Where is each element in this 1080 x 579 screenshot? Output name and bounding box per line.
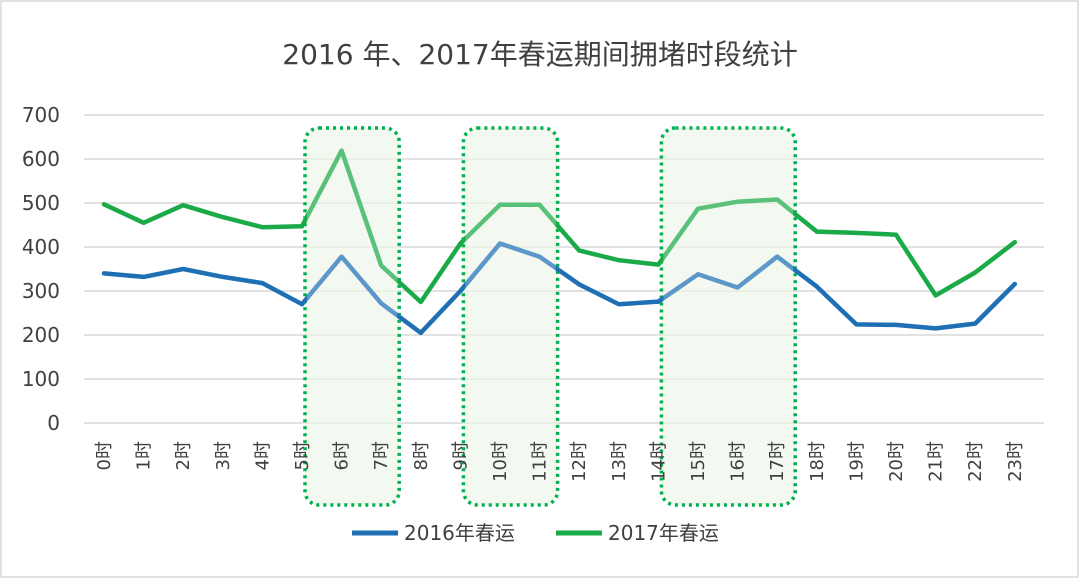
highlight-wash [307, 130, 398, 503]
data-point [537, 202, 542, 207]
data-point [735, 285, 740, 290]
data-point [181, 267, 186, 271]
x-tick-label: 12时 [569, 441, 590, 482]
x-tick-label: 19时 [846, 441, 867, 482]
highlight-wash [465, 130, 556, 503]
data-point [854, 322, 859, 327]
data-point [894, 232, 898, 237]
data-point [379, 263, 384, 268]
x-tick-label: 22时 [965, 441, 986, 482]
data-point [300, 224, 304, 229]
x-tick-label: 3时 [213, 441, 234, 470]
data-point [973, 321, 978, 326]
data-point [181, 203, 186, 208]
x-tick-label: 2时 [173, 441, 194, 470]
data-point [1012, 240, 1017, 245]
legend: 2016年春运 2017年春运 [352, 521, 719, 545]
data-point [814, 284, 819, 289]
data-point [973, 270, 978, 275]
data-point [458, 241, 463, 246]
x-tick-label: 18时 [807, 441, 828, 482]
y-tick-label: 700 [22, 103, 60, 127]
data-point [696, 272, 700, 277]
x-tick-label: 15时 [688, 441, 709, 482]
x-tick-label: 11时 [530, 441, 551, 482]
data-point [498, 202, 502, 207]
data-point [933, 293, 938, 298]
legend-label: 2017年春运 [608, 521, 719, 545]
data-point [260, 225, 265, 230]
data-point [141, 220, 146, 225]
data-point [1012, 281, 1017, 286]
gridlines [84, 114, 1044, 424]
x-tick-label: 0时 [94, 441, 115, 470]
x-tick-label: 14时 [648, 441, 669, 482]
data-point [418, 300, 423, 304]
data-point [379, 301, 384, 306]
chart-title: 2016 年、2017年春运期间拥堵时段统计 [282, 38, 797, 71]
data-point [102, 202, 106, 207]
data-point [260, 281, 265, 286]
y-axis-ticks: 0 100 200 300 400 500 600 700 [22, 103, 60, 435]
x-tick-label: 7时 [371, 441, 392, 470]
data-point [339, 254, 344, 259]
data-point [933, 326, 938, 331]
data-point [656, 262, 661, 267]
data-point [141, 274, 146, 279]
x-tick-label: 16时 [728, 441, 749, 482]
data-point [854, 230, 859, 235]
y-tick-label: 400 [22, 235, 60, 259]
x-tick-label: 17时 [767, 441, 788, 482]
highlight-boxes [303, 126, 797, 507]
data-point [577, 248, 582, 253]
y-tick-label: 0 [47, 411, 60, 435]
legend-label: 2016年春运 [404, 521, 515, 545]
data-point [458, 289, 463, 293]
highlight-box [461, 126, 560, 507]
data-point [775, 197, 780, 202]
data-point [220, 215, 225, 220]
data-point [220, 274, 225, 279]
x-tick-label: 20时 [886, 441, 907, 482]
highlight-wash [663, 130, 794, 503]
data-point [339, 148, 344, 153]
x-tick-label: 1时 [134, 441, 155, 470]
data-point [102, 271, 106, 276]
x-tick-label: 4时 [252, 441, 273, 470]
y-tick-label: 600 [22, 147, 60, 171]
data-point [894, 322, 898, 327]
y-tick-label: 300 [22, 279, 60, 303]
data-point [616, 258, 621, 263]
data-point [537, 254, 542, 259]
data-point [498, 241, 502, 246]
series-line-1 [101, 241, 1018, 336]
data-point [656, 299, 661, 304]
x-tick-label: 9时 [450, 441, 471, 470]
data-point [775, 254, 780, 259]
data-point [300, 302, 304, 307]
x-tick-label: 21时 [926, 441, 947, 482]
x-tick-label: 10时 [490, 441, 511, 482]
data-point [418, 330, 423, 335]
series-line-2 [101, 148, 1018, 305]
highlight-box [659, 126, 797, 507]
y-tick-label: 100 [22, 367, 60, 391]
series-lines [101, 130, 1018, 503]
y-tick-label: 500 [22, 191, 60, 215]
y-tick-label: 200 [22, 323, 60, 347]
x-tick-label: 6时 [332, 441, 353, 470]
data-point [577, 282, 582, 287]
x-axis-ticks: 0时 1时 2时 3时 4时 5时 6时 7时 8时 9时 10时 11时 12时 13时 14时 15时 16… [94, 441, 1026, 482]
x-tick-label: 5时 [292, 441, 313, 470]
data-point [696, 206, 700, 211]
x-tick-label: 8时 [411, 441, 432, 470]
data-point [814, 229, 819, 234]
x-tick-label: 23时 [1005, 441, 1026, 482]
highlight-box [303, 126, 401, 507]
x-tick-label: 13时 [609, 441, 630, 482]
data-point [616, 302, 621, 307]
data-point [735, 199, 740, 204]
